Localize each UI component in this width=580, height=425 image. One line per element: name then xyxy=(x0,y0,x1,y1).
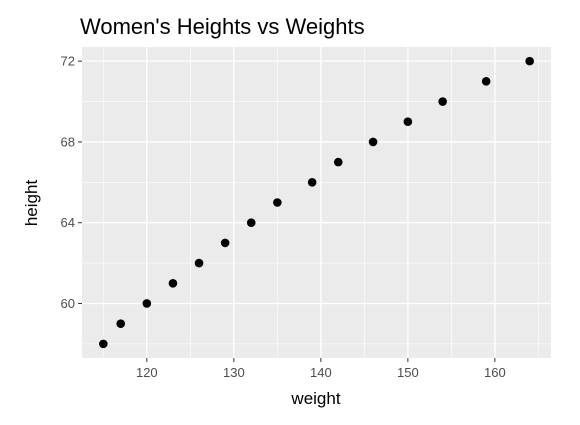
y-tick-label: 72 xyxy=(61,54,75,69)
data-point xyxy=(438,97,447,106)
data-point xyxy=(307,178,317,187)
data-point xyxy=(525,56,534,66)
y-tick-label: 68 xyxy=(61,134,75,149)
data-point xyxy=(220,238,230,248)
y-axis-ticks: 60 64 68 72 xyxy=(61,54,82,311)
data-point xyxy=(194,258,204,268)
x-axis-ticks: 120 130 140 150 160 xyxy=(136,358,506,380)
data-point xyxy=(481,77,491,86)
data-point xyxy=(168,278,178,288)
grid-major-lines xyxy=(82,47,551,358)
x-tick-label: 160 xyxy=(484,365,506,380)
data-point xyxy=(99,339,108,349)
chart-title: Women's Heights vs Weights xyxy=(80,14,365,39)
data-point xyxy=(142,299,152,308)
x-tick-label: 150 xyxy=(397,365,419,380)
x-tick-label: 120 xyxy=(136,365,158,380)
data-point xyxy=(273,198,282,207)
x-tick-label: 130 xyxy=(223,365,245,380)
plot-panel xyxy=(82,47,551,358)
y-tick-label: 60 xyxy=(61,296,75,311)
y-tick-label: 64 xyxy=(61,215,75,230)
data-points xyxy=(99,56,534,349)
y-axis-title: height xyxy=(22,180,41,227)
data-point xyxy=(368,137,378,147)
x-axis-title: weight xyxy=(290,389,340,408)
grid-minor-lines xyxy=(82,47,551,358)
data-point xyxy=(116,319,126,328)
x-tick-label: 140 xyxy=(310,365,332,380)
data-point xyxy=(333,157,343,167)
data-point xyxy=(246,218,256,227)
data-point xyxy=(403,117,413,127)
